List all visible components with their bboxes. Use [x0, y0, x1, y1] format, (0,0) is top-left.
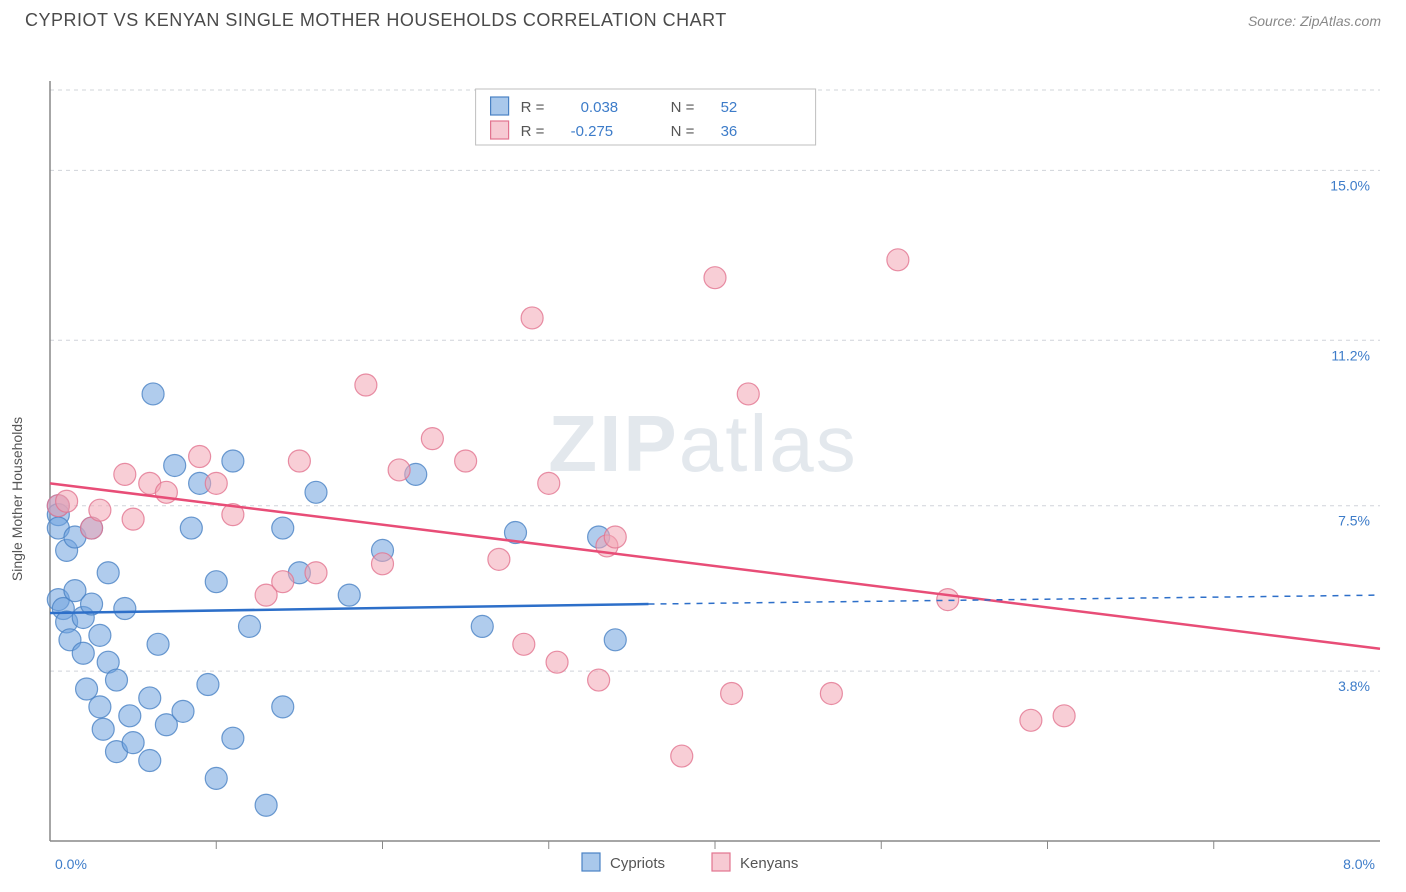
y-tick-label: 15.0%: [1330, 177, 1370, 193]
cypriots-point: [172, 700, 194, 722]
kenyans-point: [604, 526, 626, 548]
cypriots-point: [205, 767, 227, 789]
chart-title: CYPRIOT VS KENYAN SINGLE MOTHER HOUSEHOL…: [25, 10, 727, 31]
kenyans-point: [205, 472, 227, 494]
chart-container: CYPRIOT VS KENYAN SINGLE MOTHER HOUSEHOL…: [0, 0, 1406, 892]
cypriots-point: [255, 794, 277, 816]
cypriots-point: [604, 629, 626, 651]
cypriots-point: [76, 678, 98, 700]
cypriots-point: [222, 727, 244, 749]
kenyans-point: [89, 499, 111, 521]
bottom-label-cypriots: Cypriots: [610, 855, 665, 872]
kenyans-point: [455, 450, 477, 472]
kenyans-point: [288, 450, 310, 472]
kenyans-point: [820, 682, 842, 704]
kenyans-point: [588, 669, 610, 691]
legend-r-label: R =: [521, 99, 545, 116]
legend-swatch-cypriots: [491, 97, 509, 115]
cypriots-point: [338, 584, 360, 606]
kenyans-point: [737, 383, 759, 405]
cypriots-point: [305, 481, 327, 503]
kenyans-point: [122, 508, 144, 530]
cypriots-point: [164, 454, 186, 476]
bottom-swatch-cypriots: [582, 853, 600, 871]
y-tick-label: 3.8%: [1338, 678, 1370, 694]
kenyans-point: [704, 267, 726, 289]
bottom-label-kenyans: Kenyans: [740, 855, 798, 872]
cypriots-point: [147, 633, 169, 655]
y-tick-label: 11.2%: [1331, 347, 1370, 363]
cypriots-point: [106, 669, 128, 691]
cypriots-point: [89, 696, 111, 718]
kenyans-point: [114, 463, 136, 485]
cypriots-point: [222, 450, 244, 472]
cypriots-point: [72, 642, 94, 664]
cypriots-point: [197, 674, 219, 696]
legend-swatch-kenyans: [491, 121, 509, 139]
y-axis-label: Single Mother Households: [9, 417, 25, 581]
kenyans-point: [546, 651, 568, 673]
kenyans-point: [355, 374, 377, 396]
legend-r-label: R =: [521, 123, 545, 140]
y-tick-label: 7.5%: [1338, 513, 1370, 529]
kenyans-point: [388, 459, 410, 481]
cypriots-point: [272, 696, 294, 718]
kenyans-point: [56, 490, 78, 512]
kenyans-point: [671, 745, 693, 767]
legend-n-label: N =: [671, 123, 695, 140]
kenyans-point: [305, 562, 327, 584]
kenyans-point: [272, 571, 294, 593]
cypriots-point: [114, 598, 136, 620]
cypriots-point: [239, 615, 261, 637]
chart-svg: 3.8% 7.5% 11.2% 15.0% 0.0% 8.0% Single Mother …: [0, 36, 1406, 886]
legend-r2: -0.275: [571, 123, 614, 140]
chart-area: 3.8% 7.5% 11.2% 15.0% 0.0% 8.0% Single Mother …: [0, 36, 1406, 886]
cypriots-point: [142, 383, 164, 405]
cypriots-point: [92, 718, 114, 740]
chart-header: CYPRIOT VS KENYAN SINGLE MOTHER HOUSEHOL…: [0, 0, 1406, 36]
kenyans-point: [887, 249, 909, 271]
kenyans-point: [721, 682, 743, 704]
x-tick-label: 8.0%: [1343, 856, 1375, 872]
x-tick-label: 0.0%: [55, 856, 87, 872]
chart-source: Source: ZipAtlas.com: [1248, 13, 1381, 29]
kenyans-point: [421, 428, 443, 450]
kenyans-point: [521, 307, 543, 329]
legend-r1: 0.038: [581, 99, 619, 116]
plot-bg: [50, 81, 1380, 841]
cypriots-point: [471, 615, 493, 637]
cypriots-point: [139, 687, 161, 709]
kenyans-point: [372, 553, 394, 575]
kenyans-point: [189, 446, 211, 468]
kenyans-point: [488, 548, 510, 570]
correlation-legend: R = 0.038 N = 52 R = -0.275 N = 36: [476, 89, 816, 145]
cypriots-point: [97, 562, 119, 584]
cypriots-point: [272, 517, 294, 539]
kenyans-point: [1053, 705, 1075, 727]
cypriots-point: [205, 571, 227, 593]
legend-n1: 52: [721, 99, 738, 116]
legend-n2: 36: [721, 123, 738, 140]
cypriots-point: [122, 732, 144, 754]
legend-n-label: N =: [671, 99, 695, 116]
cypriots-point: [119, 705, 141, 727]
cypriots-point: [180, 517, 202, 539]
kenyans-point: [1020, 709, 1042, 731]
cypriots-point: [139, 750, 161, 772]
kenyans-point: [513, 633, 535, 655]
kenyans-point: [538, 472, 560, 494]
kenyans-point: [937, 589, 959, 611]
bottom-swatch-kenyans: [712, 853, 730, 871]
cypriots-point: [89, 624, 111, 646]
